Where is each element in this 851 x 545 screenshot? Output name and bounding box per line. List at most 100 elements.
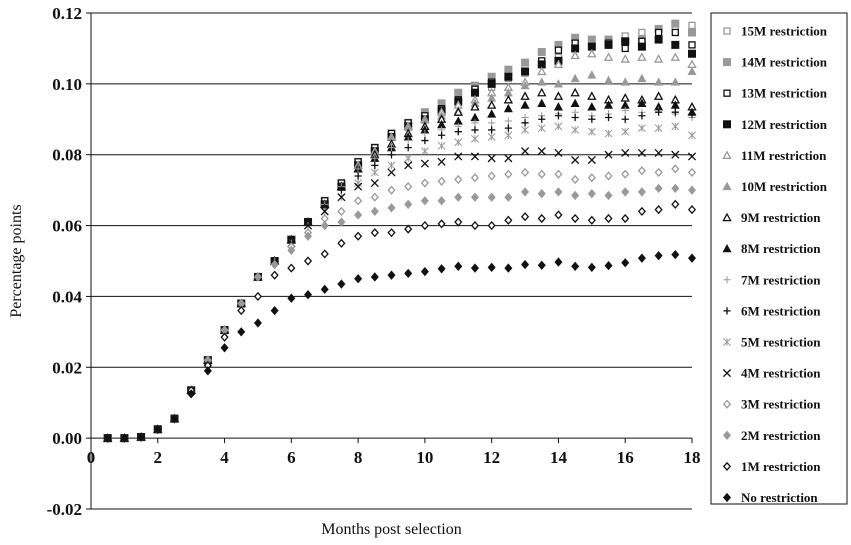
data-point <box>387 185 396 195</box>
legend-marker <box>723 338 731 346</box>
data-point <box>404 144 412 152</box>
data-point <box>637 148 646 158</box>
legend: 15M restriction 14M restriction 13M restri… <box>710 12 848 505</box>
legend-label: 7M restriction <box>741 272 821 287</box>
data-point <box>688 131 696 140</box>
data-point <box>437 131 446 139</box>
legend-box <box>710 12 848 505</box>
data-point <box>420 266 429 277</box>
data-point <box>520 167 530 178</box>
data-point <box>454 192 463 202</box>
data-point <box>587 48 597 58</box>
data-point <box>588 115 596 123</box>
data-point <box>554 169 563 179</box>
data-point <box>604 129 613 138</box>
data-point <box>454 152 463 161</box>
legend-item: 5M restriction <box>723 335 821 350</box>
data-point <box>620 54 630 63</box>
series-15m-restriction <box>104 21 696 442</box>
data-point <box>504 131 513 140</box>
data-point <box>454 88 463 97</box>
legend-item: 9M restriction <box>722 210 821 225</box>
data-point <box>454 217 463 227</box>
data-point <box>504 154 513 163</box>
data-point <box>337 193 346 202</box>
data-point <box>670 52 681 61</box>
legend-label: 10M restriction <box>741 179 828 194</box>
data-point <box>487 192 496 202</box>
legend-marker <box>722 243 732 253</box>
data-point <box>370 206 379 217</box>
legend-item: 10M restriction <box>722 179 828 194</box>
data-point <box>354 210 363 220</box>
data-point <box>688 253 696 263</box>
data-point <box>404 182 413 192</box>
data-point <box>554 112 563 120</box>
legend-label: 12M restriction <box>741 117 828 132</box>
data-point <box>520 147 530 156</box>
data-point <box>370 192 379 202</box>
y-tick-label: 0.04 <box>52 287 82 306</box>
data-points <box>102 19 697 443</box>
data-point <box>371 161 379 169</box>
data-point <box>537 66 547 76</box>
data-point <box>687 167 697 178</box>
data-point <box>537 169 546 179</box>
data-point <box>170 413 179 424</box>
data-point <box>604 40 613 49</box>
data-point <box>687 152 697 161</box>
data-point <box>103 433 112 443</box>
data-point <box>621 115 629 123</box>
data-point <box>554 257 563 267</box>
legend-label: 1M restriction <box>741 459 821 474</box>
x-tick-label: 14 <box>550 448 568 467</box>
data-point <box>520 100 530 109</box>
data-point <box>637 166 646 176</box>
data-point <box>654 183 663 194</box>
data-point <box>670 77 680 86</box>
legend-item: 3M restriction <box>722 397 821 412</box>
data-point <box>621 213 630 224</box>
x-tick-label: 12 <box>483 448 500 467</box>
y-tick-label: 0.06 <box>52 217 82 236</box>
data-point <box>504 215 513 225</box>
data-point <box>187 389 196 399</box>
data-point <box>637 73 647 83</box>
data-point <box>421 129 429 138</box>
data-point <box>337 238 346 248</box>
data-point <box>621 148 630 158</box>
data-point <box>387 228 396 238</box>
legend-marker <box>722 212 732 222</box>
legend-label: 2M restriction <box>741 428 821 443</box>
x-tick-labels: 0 2 4 6 8 10 12 14 16 18 <box>87 448 701 467</box>
data-point <box>637 52 647 61</box>
x-tick-label: 16 <box>617 448 634 467</box>
data-point <box>671 199 680 209</box>
data-point <box>553 79 563 88</box>
legend-item: 1M restriction <box>722 459 821 474</box>
data-point <box>504 192 513 202</box>
x-tick-label: 0 <box>87 448 96 467</box>
data-point <box>437 157 446 166</box>
legend-item: 11M restriction <box>722 148 827 163</box>
data-point <box>153 424 162 434</box>
legend-label: No restriction <box>741 490 818 505</box>
data-point <box>671 19 680 28</box>
legend-item: 8M restriction <box>722 241 821 256</box>
legend-item: 4M restriction <box>722 366 821 381</box>
data-point <box>504 117 512 125</box>
data-point <box>420 178 429 188</box>
data-point <box>521 259 530 270</box>
data-point <box>637 98 647 107</box>
data-point <box>670 100 680 109</box>
data-point <box>571 125 580 134</box>
data-point <box>538 115 546 123</box>
data-point <box>454 128 462 136</box>
data-point <box>621 44 629 53</box>
data-point <box>587 215 596 225</box>
data-point <box>337 217 346 227</box>
data-point <box>387 161 396 170</box>
data-point <box>571 174 580 185</box>
legend-marker <box>723 492 731 503</box>
data-point <box>470 263 479 273</box>
